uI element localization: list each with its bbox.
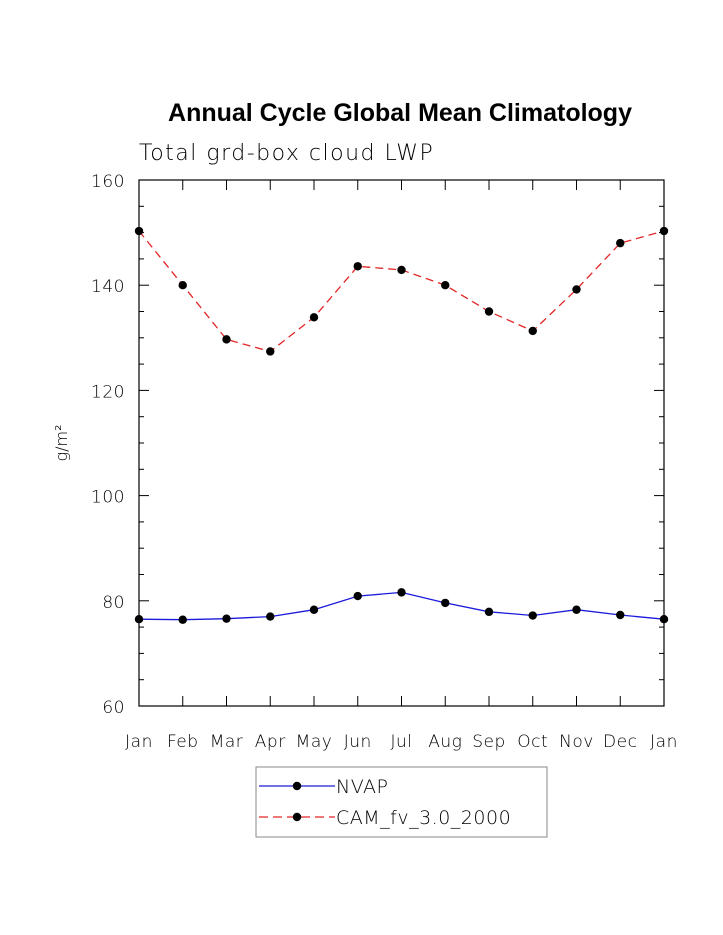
y-tick-label: 60	[102, 698, 125, 718]
x-tick-label: Jul	[390, 732, 412, 752]
data-point	[222, 614, 231, 623]
data-point	[397, 588, 406, 597]
y-tick-label: 100	[91, 488, 125, 508]
y-tick-label: 140	[91, 277, 125, 297]
data-point	[616, 238, 625, 248]
series-line	[138, 230, 665, 353]
series-0	[134, 588, 669, 624]
series-layer	[134, 226, 669, 624]
x-tick-label: Dec	[603, 732, 637, 752]
data-point	[572, 605, 581, 614]
legend-marker	[292, 812, 302, 822]
data-point	[134, 226, 144, 236]
x-tick-label: Jan	[650, 732, 678, 752]
chart-subtitle: Total grd-box cloud LWP	[139, 141, 434, 166]
data-point	[659, 615, 669, 624]
legend: NVAP CAM_fv_3.0_2000	[255, 766, 548, 838]
x-tick-label: Mar	[210, 732, 244, 752]
y-tick-label: 120	[91, 382, 125, 402]
data-point	[528, 611, 537, 620]
data-point	[528, 326, 537, 336]
y-tick-label: 160	[91, 172, 125, 192]
x-tick-label: Nov	[559, 732, 594, 752]
x-tick-label: May	[296, 732, 333, 752]
data-point	[178, 281, 187, 290]
y-tick-label: 80	[102, 593, 125, 613]
data-point	[309, 605, 319, 614]
y-axis-label: g/m²	[52, 425, 71, 462]
data-point	[222, 335, 231, 344]
data-point	[353, 591, 362, 601]
data-point	[572, 285, 581, 294]
x-tick-label: Jan	[125, 732, 153, 752]
x-tick-label: Aug	[428, 732, 462, 752]
legend-label: CAM_fv_3.0_2000	[336, 807, 511, 829]
plot-frame	[138, 179, 665, 707]
x-tick-label: Oct	[517, 732, 548, 752]
series-1	[134, 226, 669, 356]
data-point	[484, 307, 494, 316]
data-point	[441, 281, 450, 290]
data-point	[353, 262, 362, 271]
y-axis: 60 80 100 120 140 160	[91, 172, 664, 718]
data-point	[484, 607, 494, 617]
chart-title: Annual Cycle Global Mean Climatology	[168, 99, 632, 127]
data-point	[266, 612, 275, 621]
data-point	[441, 598, 450, 608]
legend-label: NVAP	[336, 776, 388, 798]
data-point	[616, 610, 625, 620]
data-point	[659, 226, 669, 236]
data-point	[397, 265, 406, 275]
data-point	[309, 313, 319, 322]
x-axis: Jan Feb Mar Apr May Jun Jul Aug Sep Oct Nov Dec Jan	[125, 180, 678, 752]
data-point	[266, 347, 275, 356]
data-point	[134, 615, 144, 624]
data-point	[178, 615, 187, 624]
x-tick-label: Sep	[472, 732, 506, 752]
legend-box	[255, 766, 548, 838]
x-tick-label: Jun	[344, 732, 372, 752]
x-tick-label: Apr	[255, 732, 286, 752]
legend-marker	[292, 781, 302, 791]
x-tick-label: Feb	[167, 732, 199, 752]
